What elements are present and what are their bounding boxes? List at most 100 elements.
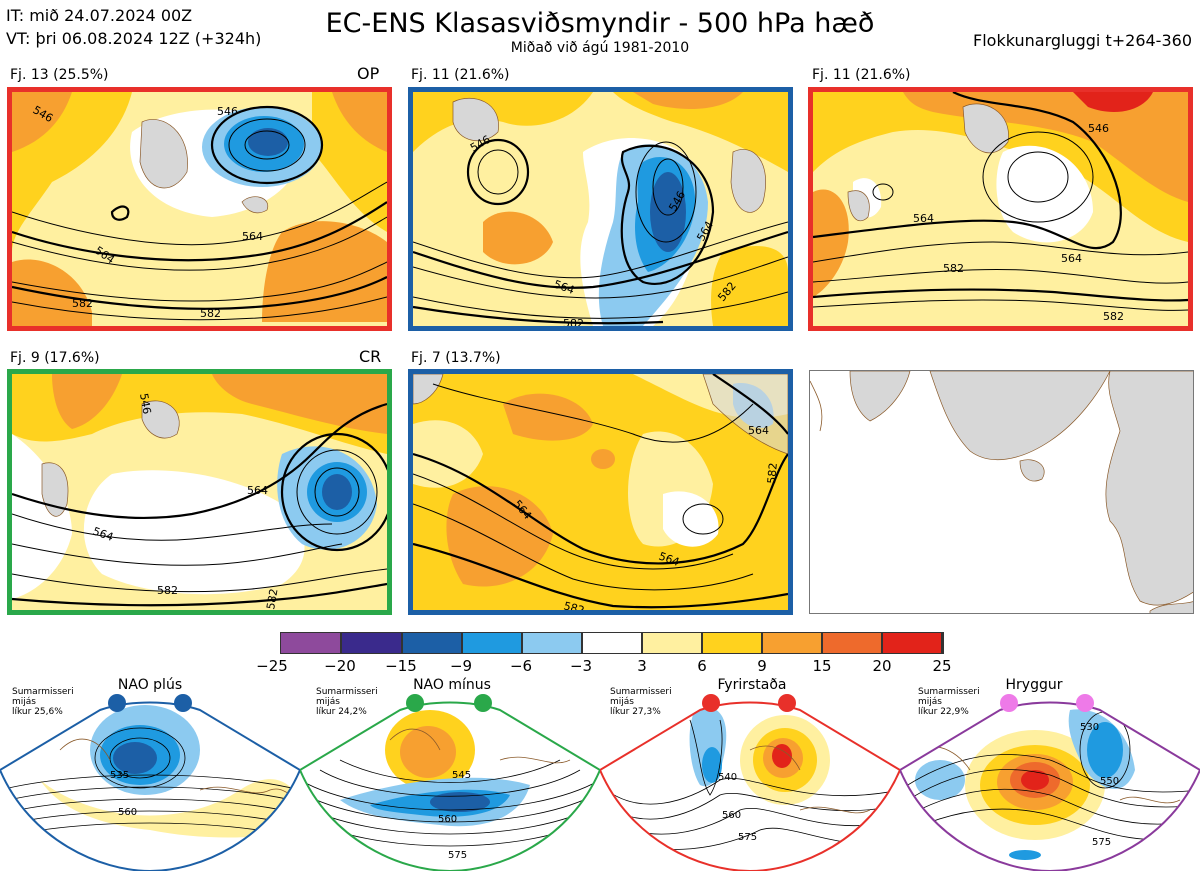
regime-note-line: Sumarmisseri [610,687,672,697]
contour-label: 546 [137,392,153,415]
contour-label: 582 [562,599,586,610]
valid-time: VT: þri 06.08.2024 12Z (+324h) [6,29,262,48]
regime-marker-dot [406,694,424,712]
regime-note-line: Sumarmisseri [12,687,74,697]
regime-blocking: Fyrirstaða Sumarmisseri mijás líkur 27,3… [600,676,900,871]
regime-note: Sumarmisseri mijás líkur 25,6% [12,687,74,717]
colorbar-tick: 9 [757,657,767,675]
panel-1-tag: OP [357,64,380,83]
contour-label: 575 [738,832,757,843]
classification-window: Flokkunargluggi t+264-360 [973,31,1192,50]
contour-label: 582 [563,317,584,326]
contour-label: 582 [1103,310,1124,323]
colorbar-cell [762,632,822,654]
contour-label: 575 [1092,837,1111,848]
regime-note: Sumarmisseri mijás líkur 27,3% [610,687,672,717]
regime-note-line: mijás [918,697,942,707]
colorbar-tick: 3 [637,657,647,675]
header-info: IT: mið 24.07.2024 00Z VT: þri 06.08.202… [6,4,261,50]
regime-marker-dot [474,694,492,712]
regime-nao-minus: NAO mínus Sumarmisseri mijás líkur 24,2%… [300,676,600,871]
colorbar-tick: −25 [256,657,288,675]
regime-title: NAO mínus [413,677,491,693]
regime-marker-dot [1000,694,1018,712]
contour-label: 582 [200,307,221,320]
regime-note: Sumarmisseri mijás líkur 22,9% [918,687,980,717]
panel-4-tag: CR [359,347,382,366]
colorbar-cell [462,632,522,654]
regime-title: Hryggur [1005,677,1063,693]
panel-3-label: Fj. 11 (21.6%) [812,67,911,83]
regime-note-line: Sumarmisseri [918,687,980,697]
colorbar-cell [942,632,944,654]
regime-marker-dot [108,694,126,712]
cluster-map-2: 546 564 582 546 564 582 [408,87,793,331]
colorbar-tick: 25 [932,657,952,675]
contour-label: 582 [72,297,93,310]
initial-time: IT: mið 24.07.2024 00Z [6,6,193,25]
colorbar-tick: −3 [569,657,593,675]
page-title: EC-ENS Klasasviðsmyndir - 500 hPa hæð [325,8,875,39]
contour-label: 550 [1100,776,1119,787]
colorbar-cell [642,632,702,654]
contour-label: 530 [1080,722,1099,733]
colorbar-cell [522,632,582,654]
base-map [809,370,1194,614]
panel-5-label: Fj. 7 (13.7%) [411,350,501,366]
panel-4-label: Fj. 9 (17.6%) [10,350,100,366]
contour-label: 564 [242,230,263,243]
contour-label: 582 [765,462,780,484]
contour-label: 582 [157,584,178,597]
regime-marker-dot [174,694,192,712]
panel-2-label: Fj. 11 (21.6%) [411,67,510,83]
regime-marker-dot [702,694,720,712]
regime-ridge: Hryggur Sumarmisseri mijás líkur 22,9% [900,676,1200,871]
regime-note-line: Sumarmisseri [316,687,378,697]
contour-label: 582 [264,588,280,610]
colorbar-tick: −15 [385,657,417,675]
contour-label: 582 [943,262,964,275]
colorbar-cell [822,632,882,654]
contour-label: 564 [1061,252,1082,265]
colorbar-cell [702,632,762,654]
colorbar-tick: −6 [509,657,533,675]
contour-label: 560 [118,807,137,818]
regime-nao-plus: NAO plús Sumarmisseri mijás líkur 25,6% [0,676,300,871]
regime-marker-dot [778,694,796,712]
cluster-map-4: 546 564 564 582 582 [7,369,392,615]
contour-label: 546 [1088,122,1109,135]
contour-label: 535 [110,770,129,781]
regime-note: Sumarmisseri mijás líkur 24,2% [316,687,378,717]
contour-label: 545 [452,770,471,781]
colorbar-tick: 6 [697,657,707,675]
cluster-map-5: 564 564 582 582 564 [408,369,793,615]
contour-label: 564 [748,424,769,437]
colorbar-tick: −20 [324,657,356,675]
cluster-map-1: 546 564 582 564 582 546 [7,87,392,331]
contour-label: 560 [722,810,741,821]
colorbar-cell [882,632,942,654]
regime-note-line: mijás [610,697,634,707]
contour-label: 564 [913,212,934,225]
regime-note-line: mijás [316,697,340,707]
colorbar-cell [341,632,402,654]
colorbar-cell [280,632,341,654]
colorbar-tick: 15 [812,657,832,675]
page-subtitle: Miðað við ágú 1981-2010 [510,40,690,56]
contour-label: 560 [438,814,457,825]
regime-note-line: mijás [12,697,36,707]
regime-note-line: líkur 22,9% [918,707,969,717]
colorbar-cell [582,632,642,654]
regime-title: NAO plús [117,677,183,693]
contour-label: 546 [217,105,238,118]
cluster-map-3: 546 564 582 564 582 [808,87,1193,331]
colorbar-tick: −9 [449,657,473,675]
regime-note-line: líkur 24,2% [316,707,367,717]
regime-marker-dot [1076,694,1094,712]
regime-title: Fyrirstaða [717,677,787,693]
panel-1-label: Fj. 13 (25.5%) [10,67,109,83]
colorbar-cell [402,632,462,654]
colorbar-tick: 20 [872,657,892,675]
regime-note-line: líkur 27,3% [610,707,661,717]
regime-note-line: líkur 25,6% [12,707,63,717]
